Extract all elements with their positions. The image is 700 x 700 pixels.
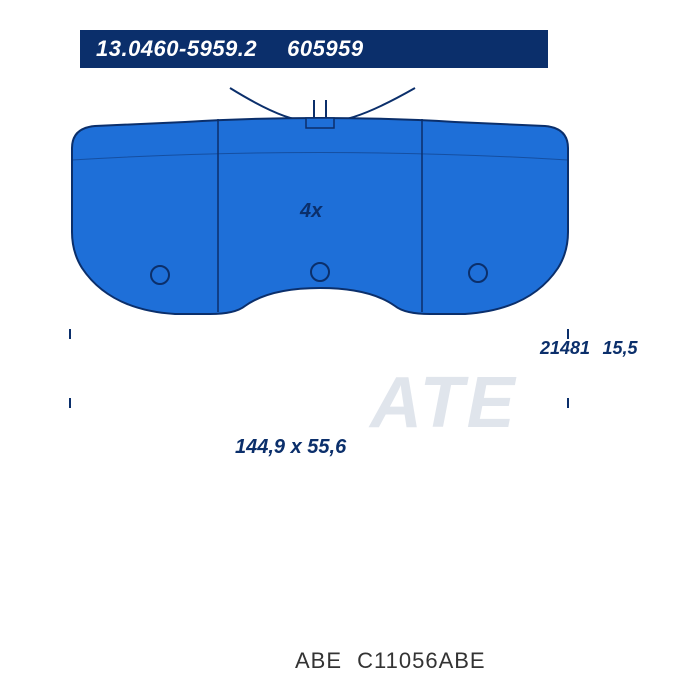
- dimensions-text: 144,9 x 55,6: [235, 436, 346, 459]
- dim-tick-right-bot: [567, 398, 569, 408]
- pad-svg: [0, 0, 700, 520]
- dim-tick-left-bot: [69, 398, 71, 408]
- hole-2: [311, 263, 329, 281]
- quantity-label: 4x: [300, 200, 322, 223]
- footer-label: ABE C11056ABE: [295, 648, 486, 674]
- dim-tick-left-top: [69, 329, 71, 339]
- pad-thickness: 15,5: [603, 338, 638, 358]
- top-slot: [306, 118, 334, 128]
- diagram-container: { "header": { "part_number": "13.0460-59…: [0, 0, 700, 700]
- dim-tick-right-top: [567, 329, 569, 339]
- brake-pad-diagram: [0, 0, 700, 525]
- hole-3: [469, 264, 487, 282]
- footer-model: C11056ABE: [357, 648, 485, 673]
- pad-code: 21481: [540, 338, 590, 358]
- side-label: 21481 15,5: [540, 338, 638, 359]
- hole-1: [151, 266, 169, 284]
- footer-brand: ABE: [295, 648, 342, 673]
